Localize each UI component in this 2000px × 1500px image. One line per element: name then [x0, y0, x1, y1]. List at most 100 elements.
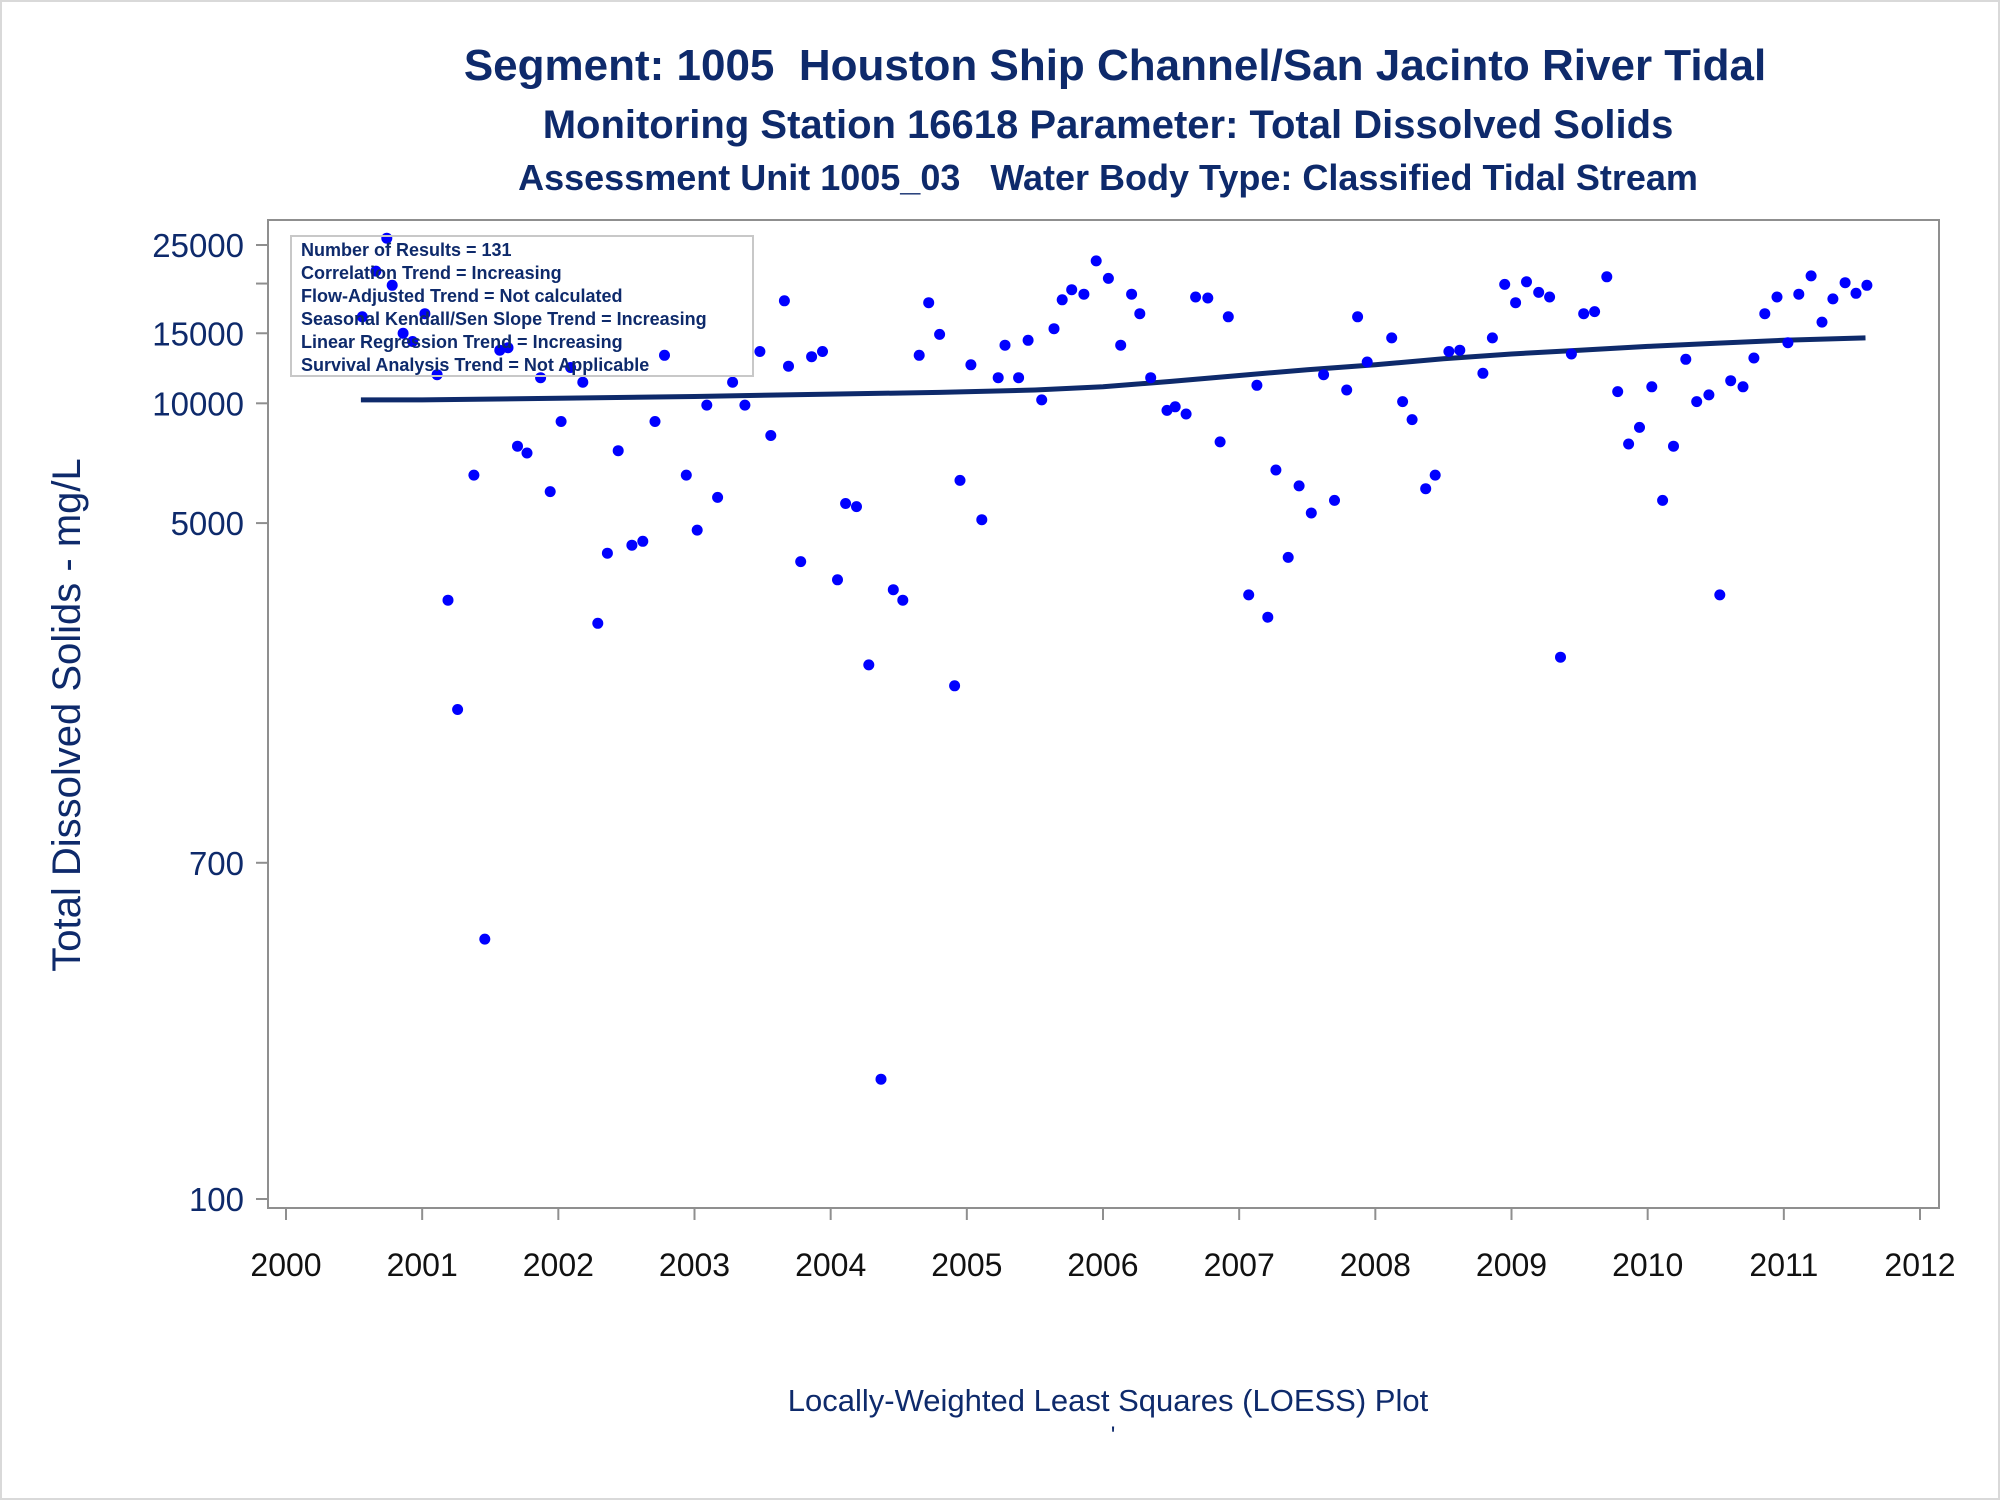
data-point: [1850, 287, 1862, 299]
data-point: [1486, 332, 1498, 344]
stats-line-6: Survival Analysis Trend = Not Applicable: [301, 355, 649, 375]
data-point: [555, 416, 567, 427]
data-point: [1555, 651, 1566, 663]
data-point: [832, 574, 843, 586]
data-point: [1623, 438, 1635, 450]
data-point: [806, 351, 818, 363]
data-point: [1748, 352, 1760, 364]
y-axis-label: Total Dissolved Solids - mg/L: [45, 458, 89, 972]
data-point: [840, 498, 852, 509]
data-point: [577, 376, 589, 388]
data-point: [442, 594, 454, 606]
y-tick-label: 25000: [152, 227, 244, 264]
x-tick-label: 2006: [1067, 1247, 1138, 1283]
data-point: [1022, 334, 1034, 346]
data-point: [1397, 396, 1409, 408]
data-point: [544, 486, 556, 498]
data-point: [1134, 308, 1146, 320]
points-layer: [356, 232, 1873, 1085]
data-point: [1725, 375, 1737, 387]
data-point: [1102, 272, 1114, 284]
data-point: [601, 547, 613, 559]
data-point: [1243, 589, 1255, 601]
chart-subtitle-2: Assessment Unit 1005_03 Water Body Type:…: [518, 157, 1698, 198]
stats-box: Number of Results = 131 Correlation Tren…: [290, 235, 754, 377]
stats-box-frame: [290, 235, 754, 377]
x-tick-label: 2005: [931, 1247, 1002, 1283]
data-point: [1090, 255, 1102, 267]
data-point: [934, 328, 946, 340]
data-point: [1262, 611, 1274, 623]
x-tick-label: 2008: [1340, 1247, 1411, 1283]
x-tick-label: 2011: [1749, 1247, 1818, 1283]
data-point: [626, 539, 638, 551]
data-point: [592, 617, 604, 629]
data-point: [1612, 386, 1624, 398]
data-point: [1680, 353, 1692, 365]
data-point: [397, 327, 409, 339]
data-point: [1544, 291, 1556, 303]
data-point: [649, 416, 661, 427]
data-point: [1293, 480, 1305, 492]
data-point: [691, 524, 703, 536]
data-point: [512, 440, 523, 452]
data-point: [783, 360, 794, 372]
x-tick-label: 2007: [1204, 1247, 1275, 1283]
data-point: [502, 342, 514, 354]
data-point: [637, 535, 649, 547]
data-point: [1861, 279, 1873, 291]
x-tick-label: 2000: [250, 1247, 321, 1283]
data-point: [1169, 401, 1181, 413]
x-tick-label: 2003: [659, 1247, 730, 1283]
data-point: [739, 399, 751, 411]
data-point: [1066, 284, 1078, 296]
data-point: [1115, 339, 1127, 351]
data-point: [1454, 344, 1466, 356]
data-point: [1406, 414, 1418, 426]
data-point: [1420, 483, 1432, 495]
data-point: [419, 308, 431, 320]
data-point: [565, 362, 577, 373]
data-point: [407, 336, 419, 347]
data-point: [659, 349, 670, 361]
data-point: [1318, 369, 1330, 381]
data-point: [1386, 332, 1398, 344]
data-point: [1521, 276, 1532, 288]
data-point: [612, 445, 624, 457]
data-point: [468, 469, 480, 481]
data-point: [680, 469, 692, 481]
loess-trend-line: [360, 335, 1866, 403]
data-point: [949, 680, 961, 692]
data-point: [1352, 311, 1364, 323]
data-point: [1533, 286, 1545, 298]
data-point: [976, 514, 988, 526]
data-point: [370, 265, 382, 277]
data-point: [1048, 323, 1060, 335]
data-point: [521, 447, 533, 459]
data-point: [1443, 346, 1455, 357]
data-point: [1329, 494, 1340, 506]
data-point: [727, 376, 739, 388]
data-point: [1477, 367, 1489, 379]
data-point: [356, 311, 368, 323]
data-point: [754, 346, 766, 357]
y-tick-label: 100: [189, 1181, 244, 1218]
data-point: [1282, 551, 1294, 563]
data-point: [1589, 306, 1601, 318]
stats-line-5: Linear Regression Trend = Increasing: [301, 332, 623, 352]
data-point: [1126, 288, 1138, 300]
data-point: [1270, 464, 1282, 476]
data-point: [701, 399, 713, 411]
data-point: [1361, 356, 1373, 368]
data-point: [954, 474, 966, 486]
data-point: [1222, 311, 1234, 323]
data-point: [1634, 421, 1645, 433]
data-point: [887, 584, 899, 596]
x-tick-label: 2001: [387, 1247, 458, 1283]
data-point: [1190, 291, 1202, 303]
data-point: [1056, 294, 1068, 306]
data-point: [1657, 494, 1669, 506]
stats-line-1: Number of Results = 131: [301, 240, 512, 260]
data-point: [965, 359, 977, 371]
